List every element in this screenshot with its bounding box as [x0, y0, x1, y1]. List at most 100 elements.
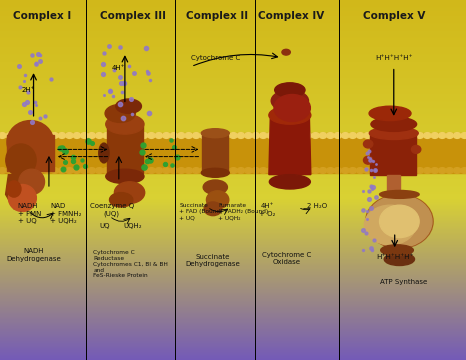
Bar [0, 269, 466, 270]
Text: Succinate
Dehydrogenase: Succinate Dehydrogenase [185, 254, 240, 267]
Bar [0, 60, 466, 61]
Circle shape [327, 168, 334, 174]
Bar [0, 306, 466, 307]
Bar [0, 95, 466, 96]
Circle shape [28, 168, 36, 174]
Circle shape [110, 132, 118, 138]
Bar [0, 280, 466, 281]
Circle shape [96, 168, 103, 174]
Bar [0, 198, 466, 199]
Bar [0, 151, 466, 152]
Text: 4H⁺: 4H⁺ [112, 65, 125, 71]
Bar [0, 309, 466, 310]
Circle shape [446, 132, 453, 138]
Circle shape [88, 168, 96, 174]
Circle shape [148, 168, 155, 174]
Circle shape [51, 168, 58, 174]
Bar [0, 245, 466, 246]
Text: Complex II: Complex II [185, 11, 248, 21]
Bar [0, 76, 466, 77]
Circle shape [349, 132, 356, 138]
Circle shape [349, 168, 356, 174]
Bar [0, 294, 466, 295]
Bar [0, 302, 466, 303]
Bar [0, 228, 466, 229]
Bar [0, 118, 466, 119]
Circle shape [356, 168, 364, 174]
Text: UQH₂: UQH₂ [123, 223, 142, 229]
Ellipse shape [116, 99, 142, 113]
Circle shape [96, 132, 103, 138]
Bar [0, 216, 466, 217]
Text: Succinate
+ FAD (Bound)
+ UQ: Succinate + FAD (Bound) + UQ [179, 203, 223, 220]
Circle shape [222, 168, 230, 174]
Ellipse shape [379, 190, 419, 198]
Bar [0, 314, 466, 316]
Circle shape [356, 132, 364, 138]
Bar [0, 328, 466, 329]
Bar [0, 201, 466, 202]
Bar [0, 316, 466, 317]
Bar [0, 305, 466, 306]
Bar [0, 4, 466, 5]
Bar [0, 234, 466, 235]
Bar [0, 13, 466, 14]
Bar [0, 271, 466, 273]
Bar [0, 7, 466, 8]
Bar [0, 152, 466, 154]
Bar [0, 119, 466, 120]
Bar [0, 144, 466, 145]
Bar [0, 307, 466, 309]
Bar [0, 148, 466, 149]
Bar [0, 219, 466, 220]
Bar [0, 40, 466, 41]
Bar [0, 337, 466, 338]
Bar [0, 180, 466, 181]
Bar [0, 134, 466, 136]
Circle shape [409, 132, 416, 138]
Bar [0, 238, 466, 239]
Bar [0, 139, 466, 140]
Circle shape [185, 168, 192, 174]
Bar [0, 162, 466, 163]
Circle shape [424, 168, 431, 174]
Circle shape [342, 132, 349, 138]
Bar [0, 145, 466, 147]
Circle shape [245, 168, 252, 174]
Circle shape [43, 168, 51, 174]
Text: 2H⁺: 2H⁺ [21, 87, 34, 93]
Bar [0, 50, 466, 51]
Bar [0, 5, 466, 6]
Text: Complex III: Complex III [100, 11, 166, 21]
Bar [0, 184, 466, 185]
Bar [0, 287, 466, 288]
Bar [0, 220, 466, 221]
Bar [0, 170, 466, 172]
Circle shape [260, 132, 267, 138]
Bar [0, 300, 466, 301]
Circle shape [439, 132, 446, 138]
Bar [0, 296, 466, 298]
Bar [0, 28, 466, 29]
Bar [0, 353, 466, 354]
Bar [0, 37, 466, 39]
Bar [0, 166, 466, 167]
Bar [0, 174, 466, 175]
Bar [0, 289, 466, 291]
Bar [0, 190, 466, 191]
Bar [0, 227, 466, 228]
Bar [0, 341, 466, 342]
Circle shape [394, 132, 401, 138]
Circle shape [446, 168, 453, 174]
Circle shape [401, 168, 409, 174]
Bar [0, 167, 466, 168]
Circle shape [207, 168, 215, 174]
Bar [0, 123, 466, 125]
Polygon shape [107, 126, 143, 173]
Bar [0, 191, 466, 192]
Circle shape [282, 168, 289, 174]
Text: NADH
+ FMN
+ UQ: NADH + FMN + UQ [18, 203, 41, 224]
Circle shape [170, 168, 178, 174]
Bar [0, 105, 466, 107]
Bar [0, 32, 466, 33]
